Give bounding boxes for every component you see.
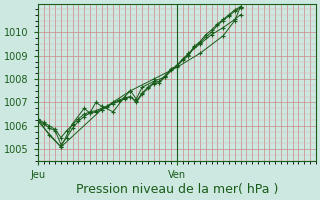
X-axis label: Pression niveau de la mer( hPa ): Pression niveau de la mer( hPa ) <box>76 183 278 196</box>
